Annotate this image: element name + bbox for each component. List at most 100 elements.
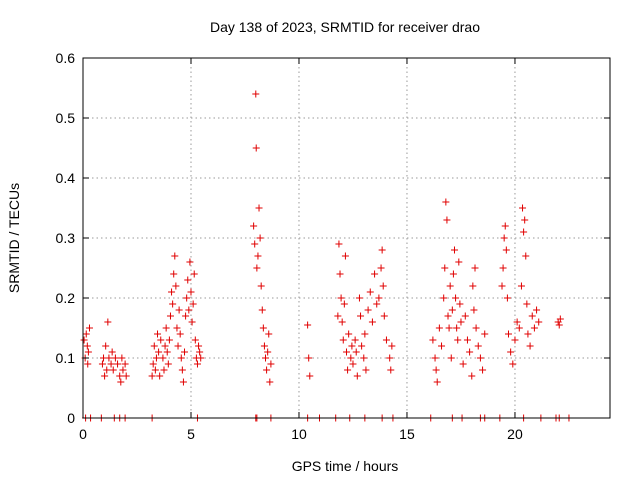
data-point <box>387 366 395 374</box>
data-point <box>341 252 349 260</box>
y-tick-label: 0.6 <box>56 50 76 66</box>
data-point <box>186 258 194 266</box>
data-point <box>262 354 270 362</box>
data-point <box>469 282 477 290</box>
data-point <box>453 324 461 332</box>
data-point <box>178 366 186 374</box>
data-point <box>117 378 125 386</box>
data-point <box>435 324 443 332</box>
data-point <box>375 294 383 302</box>
data-point <box>83 342 91 350</box>
data-point <box>161 342 169 350</box>
data-point <box>185 306 193 314</box>
data-point <box>122 372 130 380</box>
data-point <box>259 324 267 332</box>
data-point <box>103 366 111 374</box>
data-point <box>461 312 469 320</box>
data-point <box>172 282 180 290</box>
data-point <box>165 336 173 344</box>
chart-title: Day 138 of 2023, SRMTID for receiver dra… <box>210 19 480 35</box>
data-point <box>104 318 112 326</box>
data-point <box>171 252 179 260</box>
data-point <box>353 372 361 380</box>
data-point <box>196 348 204 356</box>
data-point <box>459 360 467 368</box>
data-point <box>524 330 532 338</box>
data-point <box>347 354 355 362</box>
data-point <box>502 246 510 254</box>
data-point <box>378 246 386 254</box>
data-point <box>371 270 379 278</box>
data-point <box>163 348 171 356</box>
data-point <box>468 372 476 380</box>
data-point <box>119 366 127 374</box>
data-point <box>360 354 368 362</box>
data-point <box>377 264 385 272</box>
data-point <box>187 288 195 296</box>
data-point <box>195 342 203 350</box>
data-point <box>338 318 346 326</box>
data-point <box>334 312 342 320</box>
data-point <box>555 321 563 329</box>
data-point <box>441 264 449 272</box>
x-axis-label: GPS time / hours <box>292 458 399 474</box>
data-point <box>179 378 187 386</box>
data-point <box>343 348 350 356</box>
x-tick-label: 0 <box>79 426 87 442</box>
data-point <box>98 360 106 368</box>
data-point <box>513 318 521 326</box>
data-point <box>150 342 158 350</box>
data-point <box>121 360 129 368</box>
data-point <box>498 282 506 290</box>
data-point <box>362 366 370 374</box>
data-point <box>183 294 191 302</box>
data-point <box>533 306 541 314</box>
data-point <box>526 342 534 350</box>
data-point <box>193 360 201 368</box>
data-point <box>433 378 441 386</box>
data-point <box>253 264 261 272</box>
data-point <box>107 360 115 368</box>
data-point <box>114 360 122 368</box>
data-point <box>170 270 178 278</box>
data-point <box>470 306 478 314</box>
data-point <box>256 234 264 242</box>
y-tick-label: 0.5 <box>56 110 76 126</box>
data-point <box>254 252 262 260</box>
axis-ticks: 0 0.1 0.2 0.3 0.4 0.5 0.6 0 5 10 15 20 <box>56 50 610 442</box>
data-point <box>80 336 88 344</box>
data-point <box>250 222 258 230</box>
data-point <box>267 360 275 368</box>
y-tick-label: 0.3 <box>56 230 76 246</box>
data-point <box>265 330 273 338</box>
y-axis-label: SRMTID / TECUs <box>6 183 22 293</box>
data-point <box>111 354 119 362</box>
data-point <box>101 372 109 380</box>
data-point <box>160 366 168 374</box>
data-point <box>442 198 450 206</box>
data-point <box>182 312 190 320</box>
data-point <box>177 354 185 362</box>
data-point <box>386 354 394 362</box>
data-point <box>175 306 183 314</box>
data-point <box>337 294 345 302</box>
data-point <box>472 324 480 332</box>
data-point <box>457 318 465 326</box>
data-point <box>157 336 165 344</box>
data-point <box>429 336 437 344</box>
data-point <box>361 330 369 338</box>
data-point <box>500 234 508 242</box>
data-point <box>443 216 451 224</box>
data-point <box>528 312 536 320</box>
data-point <box>450 246 458 254</box>
data-point <box>444 312 452 320</box>
y-tick-label: 0.1 <box>56 350 76 366</box>
data-point <box>358 342 366 350</box>
data-point <box>355 294 363 302</box>
data-point <box>339 336 347 344</box>
data-point <box>517 282 525 290</box>
data-point <box>364 306 372 314</box>
data-point <box>519 204 527 212</box>
data-point <box>447 354 455 362</box>
data-point <box>515 324 523 332</box>
